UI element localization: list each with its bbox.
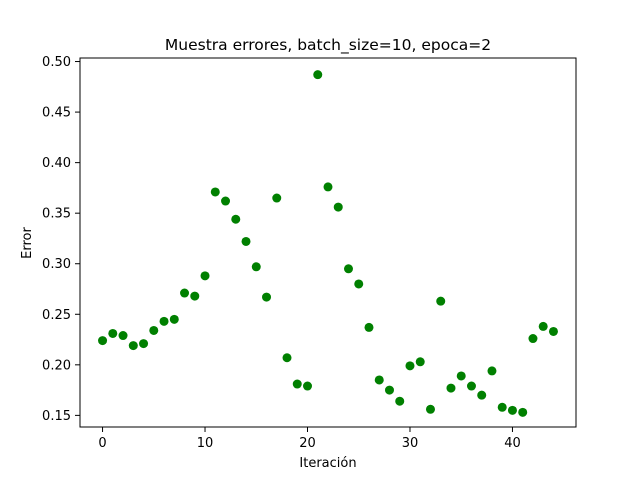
data-point [221,196,231,206]
y-tick-label: 0.50 [42,55,71,70]
data-point [425,404,435,414]
x-tick-label: 20 [299,436,316,451]
y-tick-label: 0.25 [42,308,71,323]
x-tick-label: 10 [197,436,214,451]
x-axis-ticks: 0 10 20 30 40 [98,427,521,451]
data-points [98,70,558,417]
data-point [190,291,200,301]
data-point [180,288,190,298]
data-point [446,383,456,393]
data-point [364,322,374,332]
data-point [456,371,466,381]
x-tick-label: 0 [98,436,106,451]
data-point [538,321,548,331]
x-axis-label: Iteración [299,456,356,471]
data-point [282,353,292,363]
y-tick-label: 0.45 [42,106,71,121]
data-point [108,328,118,338]
data-point [251,262,261,272]
data-point [507,405,517,415]
data-point [210,187,220,197]
data-point [303,381,313,391]
data-point [466,381,476,391]
y-axis-label: Error [20,227,35,259]
data-point [272,193,282,203]
data-point [548,326,558,336]
x-tick-label: 40 [504,436,521,451]
data-point [333,202,343,212]
data-point [159,316,169,326]
data-point [477,390,487,400]
y-tick-label: 0.40 [42,156,71,171]
data-point [343,264,353,274]
data-point [354,279,364,289]
data-point [169,314,179,324]
data-point [241,236,251,246]
y-tick-label: 0.35 [42,207,71,222]
data-point [292,379,302,389]
data-point [231,214,241,224]
data-point [487,366,497,376]
data-point [405,361,415,371]
data-point [139,339,149,349]
plot-frame [79,57,577,428]
data-point [118,331,128,341]
data-point [128,341,138,351]
data-point [518,407,528,417]
chart-title: Muestra errores, batch_size=10, epoca=2 [165,36,491,55]
data-point [313,70,323,80]
data-point [436,296,446,306]
data-point [323,182,333,192]
data-point [415,357,425,367]
data-point [98,336,108,346]
data-point [262,292,272,302]
data-point [395,396,405,406]
y-tick-label: 0.30 [42,257,71,272]
data-point [384,385,394,395]
data-point [200,271,210,281]
y-tick-label: 0.20 [42,358,71,373]
x-tick-label: 30 [402,436,419,451]
data-point [497,402,507,412]
data-point [528,334,538,344]
data-point [149,325,159,335]
data-point [374,375,384,385]
y-axis-ticks: 0.15 0.20 0.25 0.30 0.35 0.40 0.45 0.50 [42,55,80,424]
y-tick-label: 0.15 [42,409,71,424]
